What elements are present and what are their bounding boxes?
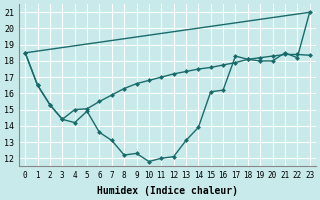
X-axis label: Humidex (Indice chaleur): Humidex (Indice chaleur) (97, 186, 238, 196)
